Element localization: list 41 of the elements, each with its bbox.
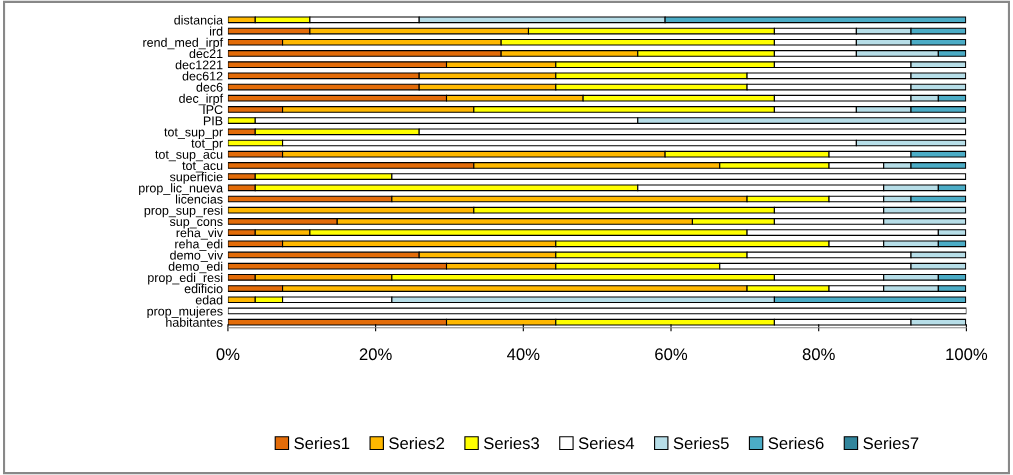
y-tick-label: reha_viv: [176, 228, 224, 240]
y-tick-label: tot_pr: [191, 139, 223, 151]
y-tick-label: dec21: [189, 48, 223, 59]
legend-label: Series1: [294, 436, 350, 450]
legend-label: Series7: [863, 436, 919, 450]
y-tick-label: dec_irpf: [179, 93, 224, 106]
y-tick-label: prop_edi_resi: [148, 272, 223, 285]
y-tick-label: sup_cons: [169, 219, 223, 229]
y-tick-label: tot_acu: [182, 161, 223, 173]
x-tick-label: 40%: [507, 348, 540, 361]
legend-label: Series6: [768, 436, 824, 450]
y-tick-label: rend_med_irpf: [143, 37, 224, 50]
y-tick-label: demo_edi: [168, 261, 223, 274]
legend-label: Series3: [483, 436, 540, 450]
y-tick-label: ird: [210, 26, 223, 36]
y-tick-label: habitantes: [166, 317, 223, 327]
y-tick-label: licencias: [175, 194, 223, 204]
y-tick-label: reha_edi: [175, 239, 223, 251]
y-tick-label: distancia: [174, 15, 224, 25]
y-tick-label: IPC: [203, 105, 223, 115]
y-tick-label: tot_sup_pr: [164, 128, 223, 139]
y-tick-label: PIB: [203, 116, 223, 126]
x-tick-label: 80%: [802, 348, 835, 361]
y-tick-label: dec6: [196, 82, 223, 92]
y-tick-label: dec1221: [175, 60, 223, 70]
x-tick-label: 0%: [216, 348, 240, 361]
y-tick-label: superficie: [169, 172, 223, 184]
x-tick-label: 100%: [946, 348, 988, 361]
legend-label: Series4: [578, 436, 635, 450]
y-tick-label: prop_mujeres: [147, 306, 223, 319]
y-tick-label: edificio: [184, 284, 223, 294]
x-tick-label: 20%: [359, 348, 392, 361]
y-tick-label: edad: [195, 295, 223, 305]
y-tick-label: dec612: [182, 71, 223, 81]
y-tick-label: demo_viv: [170, 250, 224, 262]
y-tick-label: tot_sup_acu: [155, 150, 223, 162]
y-tick-label: prop_sup_resi: [144, 205, 223, 218]
legend-label: Series5: [673, 436, 729, 450]
x-tick-label: 60%: [655, 348, 688, 361]
y-tick-label: prop_lic_nueva: [139, 183, 224, 195]
legend-label: Series2: [389, 436, 445, 450]
